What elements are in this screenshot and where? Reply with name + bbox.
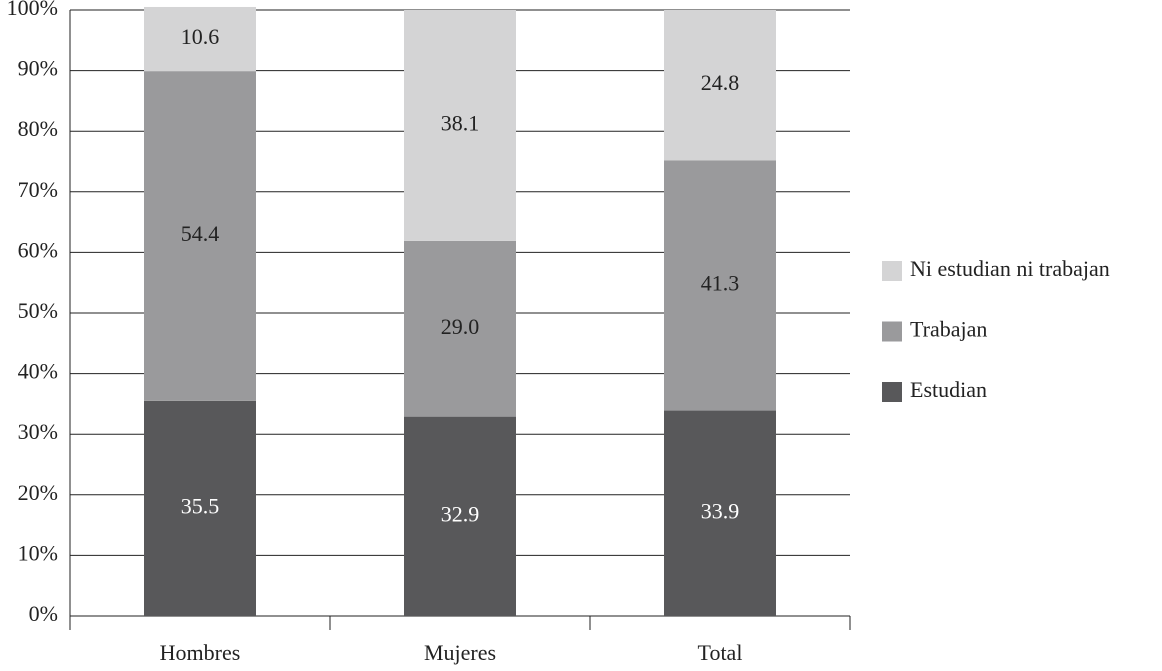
y-tick-label: 20% bbox=[18, 480, 58, 505]
data-label: 41.3 bbox=[701, 270, 740, 295]
data-label: 35.5 bbox=[181, 493, 220, 518]
data-label: 32.9 bbox=[441, 501, 480, 526]
bar-segment bbox=[144, 71, 256, 401]
y-tick-label: 30% bbox=[18, 419, 58, 444]
bar-segment bbox=[664, 410, 776, 616]
bar-segment bbox=[664, 10, 776, 161]
bar-segment bbox=[404, 10, 516, 241]
data-label: 10.6 bbox=[181, 24, 220, 49]
y-tick-label: 80% bbox=[18, 116, 58, 141]
bar-segment bbox=[144, 400, 256, 616]
legend-label: Ni estudian ni trabajan bbox=[910, 256, 1110, 281]
legend-swatch bbox=[882, 321, 902, 342]
data-label: 29.0 bbox=[441, 314, 480, 339]
legend-label: Estudian bbox=[910, 377, 987, 402]
legend-swatch bbox=[882, 382, 902, 402]
bar-segment bbox=[404, 240, 516, 417]
bar-segment bbox=[144, 6, 256, 72]
y-tick-label: 90% bbox=[18, 56, 58, 81]
x-tick-label: Hombres bbox=[160, 640, 241, 665]
legend-swatch bbox=[882, 261, 902, 281]
y-tick-label: 100% bbox=[7, 0, 58, 20]
legend-label: Trabajan bbox=[910, 317, 987, 342]
y-tick-label: 50% bbox=[18, 298, 58, 323]
x-tick-label: Mujeres bbox=[424, 640, 496, 665]
data-label: 24.8 bbox=[701, 70, 740, 95]
bar-segment bbox=[404, 416, 516, 616]
y-tick-label: 70% bbox=[18, 177, 58, 202]
data-label: 33.9 bbox=[701, 498, 740, 523]
x-tick-label: Total bbox=[698, 640, 743, 665]
y-tick-label: 10% bbox=[18, 540, 58, 565]
data-label: 54.4 bbox=[181, 221, 220, 246]
y-tick-label: 40% bbox=[18, 359, 58, 384]
y-tick-label: 60% bbox=[18, 237, 58, 262]
data-label: 38.1 bbox=[441, 110, 480, 135]
y-tick-label: 0% bbox=[29, 601, 58, 626]
bar-segment bbox=[664, 160, 776, 411]
